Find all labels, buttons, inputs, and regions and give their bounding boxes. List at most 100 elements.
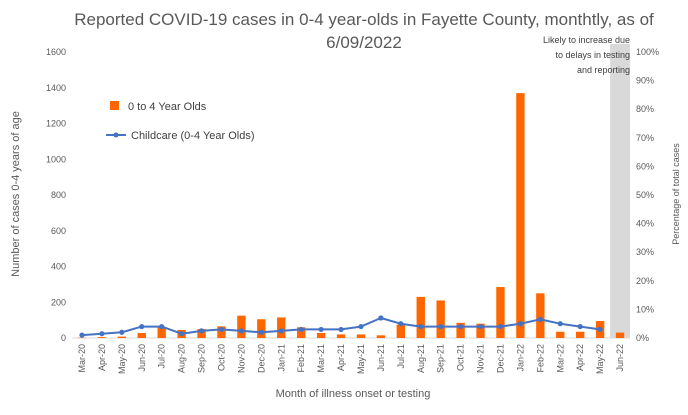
y2-tick-label: 60% [636,161,654,171]
y2-tick-label: 80% [636,104,654,114]
x-tick-label: Sep-21 [436,344,446,373]
point-Jun-20 [139,324,144,329]
y-tick-label: 1600 [46,47,66,57]
y2-tick-label: 90% [636,76,654,86]
legend-label-line: Childcare (0-4 Year Olds) [131,130,255,142]
x-tick-label: Oct-20 [216,344,226,371]
legend-label-bars: 0 to 4 Year Olds [128,101,207,113]
annotation-line-1: Likely to increase due [543,35,630,45]
y2-tick-label: 10% [636,304,654,314]
x-tick-label: Dec-21 [495,344,505,373]
annotation-line-2: to delays in testing [555,50,630,60]
point-Oct-20 [219,327,224,332]
annotation-line-3: and reporting [577,65,630,75]
y2-axis-label: Percentage of total cases [671,143,681,245]
y-tick-label: 1200 [46,119,66,129]
shaded-region [610,44,630,338]
y-tick-label: 0 [61,333,66,343]
bar-Jan-21 [277,317,285,338]
bar-Jun-20 [138,333,146,338]
point-Jan-22 [518,321,523,326]
x-tick-label: May-20 [117,344,127,374]
point-Mar-20 [79,333,84,338]
y-axis-label: Number of cases 0-4 years of age [10,111,22,277]
y2-tick-label: 50% [636,190,654,200]
point-Dec-21 [498,324,503,329]
x-tick-label: Oct-21 [456,344,466,371]
y2-tick-label: 30% [636,247,654,257]
bar-Jun-22 [616,333,624,338]
bar-Sep-21 [436,300,444,338]
point-May-22 [598,327,603,332]
bar-Apr-21 [337,334,345,338]
x-tick-label: Apr-20 [97,344,107,371]
x-tick-label: Jun-21 [376,344,386,372]
x-tick-label: Jul-21 [396,344,406,369]
point-Oct-21 [458,324,463,329]
x-tick-label: May-22 [595,344,605,374]
y-tick-label: 200 [51,297,66,307]
point-Apr-20 [99,331,104,336]
legend: 0 to 4 Year Olds Childcare (0-4 Year Old… [106,101,255,142]
point-Mar-21 [319,327,324,332]
x-tick-label: Jun-22 [615,344,625,372]
y2-tick-label: 0% [636,333,649,343]
bar-Nov-20 [237,316,245,338]
y2-tick-label: 100% [636,47,659,57]
bar-Aug-21 [417,297,425,338]
bar-Jul-21 [397,325,405,338]
point-Sep-20 [199,328,204,333]
x-axis-label: Month of illness onset or testing [276,388,431,400]
point-Jun-21 [378,315,383,320]
x-tick-label: Mar-21 [316,344,326,373]
x-tick-label: Jun-20 [137,344,147,372]
point-Dec-20 [259,330,264,335]
bar-Mar-21 [317,333,325,338]
x-tick-label: Apr-22 [575,344,585,371]
point-Apr-22 [578,324,583,329]
point-Feb-21 [299,327,304,332]
y2-tick-label: 70% [636,133,654,143]
point-Mar-22 [558,321,563,326]
point-Nov-21 [478,324,483,329]
bar-Dec-20 [257,319,265,338]
x-tick-label: Nov-21 [476,344,486,373]
bar-Jan-22 [516,93,524,338]
x-tick-label: Aug-21 [416,344,426,373]
x-tick-label: Jul-20 [157,344,167,369]
x-tick-label: Feb-22 [535,344,545,373]
point-Sep-21 [438,324,443,329]
point-Nov-20 [239,328,244,333]
chart-title-line2: 6/09/2022 [326,33,402,52]
y-tick-label: 800 [51,190,66,200]
chart-title-line1: Reported COVID-19 cases in 0-4 year-olds… [74,10,654,29]
x-tick-label: Jan-21 [276,344,286,372]
bar-Jun-21 [377,335,385,338]
legend-swatch-bars [110,101,119,110]
y-tick-label: 1400 [46,83,66,93]
bar-May-21 [357,334,365,338]
bar-Dec-21 [496,287,504,338]
x-tick-label: Mar-22 [555,344,565,373]
y-tick-label: 1000 [46,154,66,164]
x-tick-label: Aug-20 [177,344,187,373]
y2-tick-label: 20% [636,276,654,286]
y2-tick-label: 40% [636,219,654,229]
x-tick-label: Nov-20 [236,344,246,373]
bar-May-20 [118,337,126,338]
bar-Apr-22 [576,332,584,338]
x-tick-label: Dec-20 [256,344,266,373]
bar-Mar-22 [556,332,564,338]
point-Apr-21 [338,327,343,332]
bar-Feb-22 [536,293,544,338]
point-Feb-22 [538,317,543,322]
point-Jul-20 [159,324,164,329]
y-tick-label: 600 [51,226,66,236]
x-tick-label: Jan-22 [515,344,525,372]
point-Jul-21 [398,321,403,326]
point-Jan-21 [279,328,284,333]
legend-swatch-marker [114,133,119,138]
bar-Apr-20 [98,337,106,338]
